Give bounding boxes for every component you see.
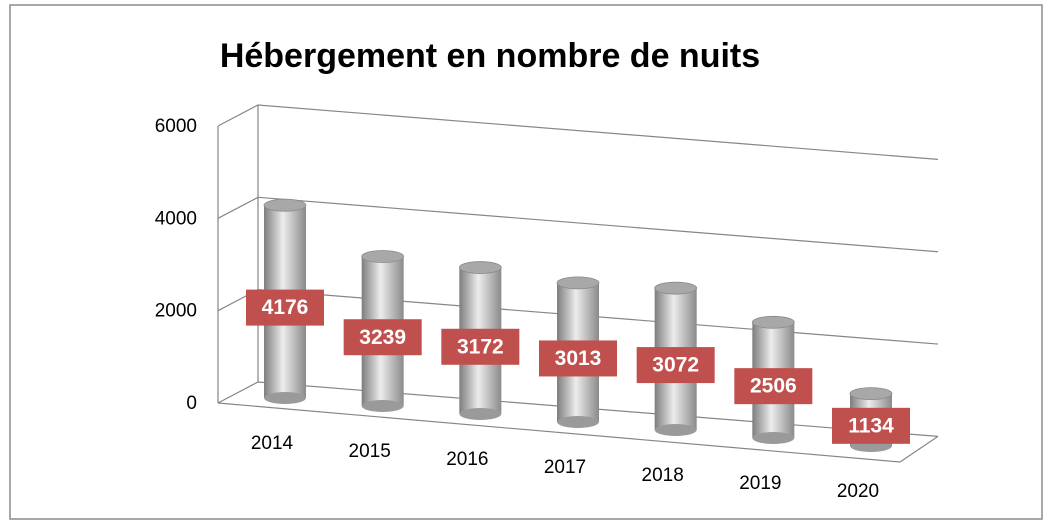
- bar-top: [361, 250, 405, 263]
- floor-right: [899, 435, 939, 463]
- bar-bottom: [459, 408, 502, 420]
- bar-bottom: [557, 416, 599, 428]
- y-tick-label: 4000: [155, 208, 197, 229]
- value-label: 3239: [359, 326, 406, 349]
- grid-line: [217, 104, 939, 160]
- bar-top: [654, 281, 698, 295]
- x-tick-label: 2015: [349, 441, 391, 462]
- bar-bottom: [264, 392, 306, 404]
- value-label: 2506: [750, 375, 797, 398]
- x-tick-label: 2020: [837, 481, 879, 502]
- value-label-box: [539, 340, 617, 377]
- bar-top: [263, 198, 307, 212]
- bar-top: [751, 315, 795, 329]
- bar-top: [556, 276, 600, 290]
- grid-line: [217, 381, 939, 437]
- value-label: 3072: [652, 354, 699, 377]
- y-tick-label: 2000: [155, 301, 197, 322]
- bar-top: [458, 261, 502, 274]
- x-tick-label: 2019: [739, 473, 781, 494]
- bar-bottom: [752, 432, 795, 444]
- bar-bottom: [654, 424, 697, 436]
- bar-bottom: [361, 400, 404, 412]
- value-label-box: [246, 289, 324, 326]
- value-label-box: [832, 407, 910, 444]
- floor-front: [217, 402, 901, 463]
- x-tick-label: 2018: [642, 465, 684, 486]
- value-label: 3013: [555, 347, 602, 370]
- value-label: 1134: [848, 414, 894, 437]
- y-tick-label: 0: [186, 393, 197, 414]
- value-label: 4176: [262, 296, 309, 319]
- value-label-box: [636, 347, 715, 384]
- chart-title: Hébergement en nombre de nuits: [220, 37, 760, 75]
- value-label: 3172: [457, 335, 504, 358]
- x-tick-label: 2014: [251, 433, 294, 454]
- value-label-box: [343, 319, 422, 356]
- x-tick-label: 2016: [446, 449, 488, 470]
- x-tick-label: 2017: [544, 457, 586, 478]
- bar-top: [849, 387, 893, 401]
- y-tick-label: 6000: [155, 116, 197, 137]
- value-label-box: [441, 328, 520, 365]
- grid-line: [217, 196, 939, 253]
- value-label-box: [734, 368, 813, 405]
